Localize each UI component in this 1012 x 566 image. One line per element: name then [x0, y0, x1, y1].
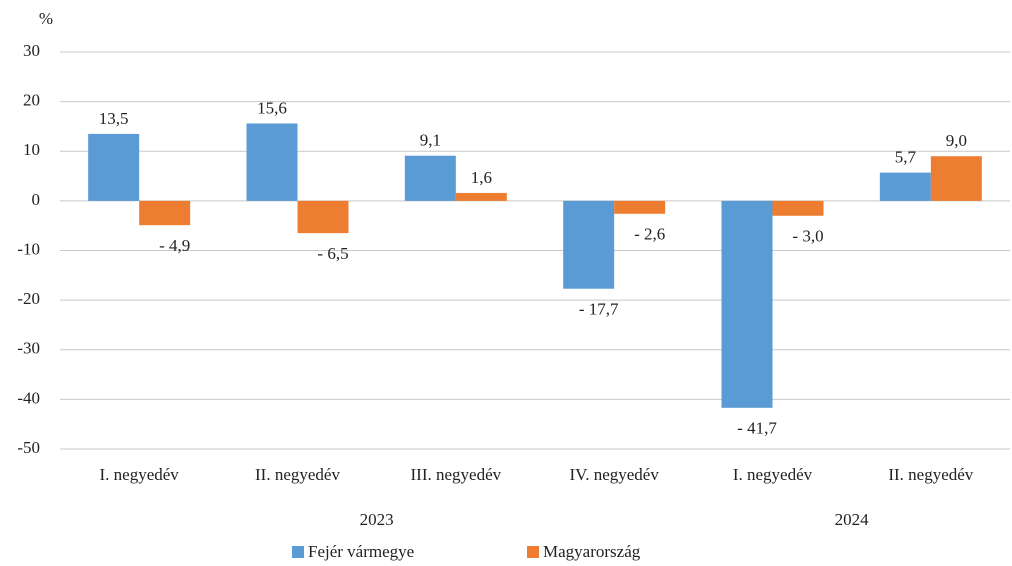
bar	[88, 133, 140, 201]
data-label: 15,6	[257, 98, 287, 117]
y-tick-label: -40	[17, 388, 40, 407]
legend-label: Fejér vármegye	[308, 542, 414, 561]
bar	[297, 200, 349, 234]
data-label: - 2,6	[634, 225, 665, 244]
x-tick-label: I. negyedév	[100, 465, 180, 484]
data-label: 13,5	[99, 109, 129, 128]
y-axis-label: %	[39, 9, 53, 28]
y-tick-label: 30	[23, 41, 40, 60]
bar	[772, 200, 824, 216]
y-tick-label: 10	[23, 140, 40, 159]
bar	[139, 200, 191, 226]
data-label: 9,1	[420, 131, 441, 150]
bar	[246, 123, 298, 201]
y-tick-label: 0	[32, 190, 41, 209]
y-tick-label: -30	[17, 339, 40, 358]
data-label: 5,7	[895, 147, 917, 166]
data-label: 9,0	[946, 131, 967, 150]
legend-swatch	[292, 546, 304, 558]
y-tick-label: -20	[17, 289, 40, 308]
bar	[879, 172, 931, 201]
data-label: - 4,9	[159, 236, 190, 255]
data-label: 1,6	[471, 168, 492, 187]
y-tick-label: -50	[17, 438, 40, 457]
data-label: - 17,7	[579, 300, 619, 319]
x-tick-label: III. negyedév	[411, 465, 502, 484]
data-label: - 3,0	[792, 227, 823, 246]
data-label: - 41,7	[737, 419, 777, 438]
group-label: 2024	[835, 510, 870, 529]
y-tick-label: 20	[23, 91, 40, 110]
y-tick-label: -10	[17, 239, 40, 258]
bar	[455, 192, 507, 201]
x-tick-label: I. negyedév	[733, 465, 813, 484]
data-label: - 6,5	[317, 244, 348, 263]
x-tick-label: IV. negyedév	[569, 465, 659, 484]
legend-swatch	[527, 546, 539, 558]
bar	[930, 156, 982, 201]
bar	[614, 200, 666, 214]
group-label: 2023	[360, 510, 394, 529]
bar	[563, 200, 615, 289]
x-tick-label: II. negyedév	[255, 465, 340, 484]
bar	[404, 155, 456, 201]
x-tick-label: II. negyedév	[888, 465, 973, 484]
legend-label: Magyarország	[543, 542, 641, 561]
bar	[721, 200, 773, 408]
